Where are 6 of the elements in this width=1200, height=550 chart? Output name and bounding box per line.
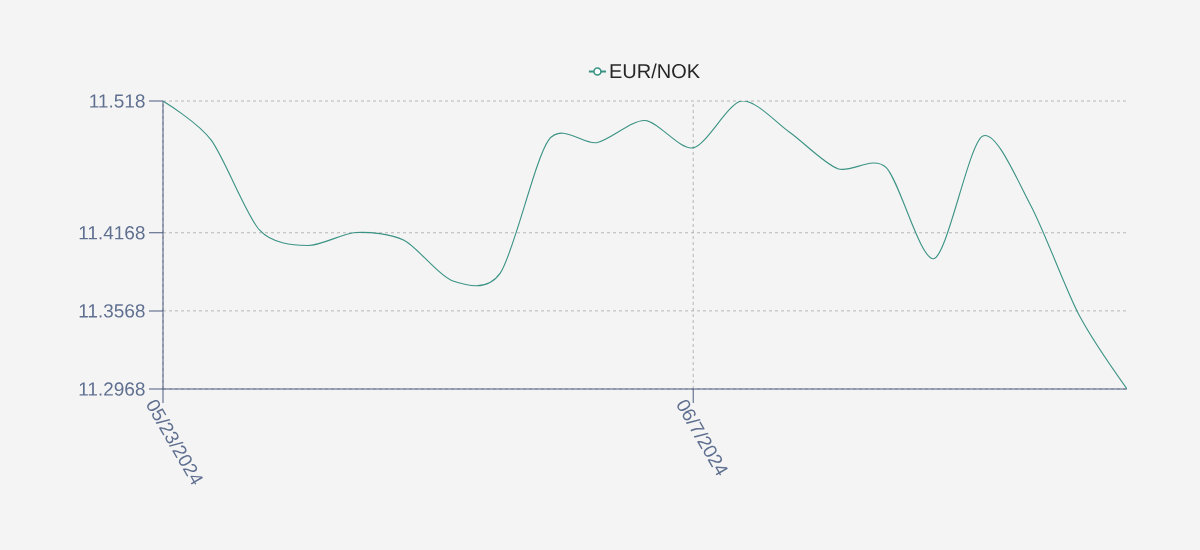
y-tick-label: 11.3568 [79, 304, 145, 318]
y-tick-label: 11.518 [90, 94, 145, 108]
y-tick-label: 11.4168 [79, 226, 145, 240]
line-series [163, 101, 1128, 389]
y-tick-label: 11.2968 [79, 382, 145, 396]
legend-label: EUR/NOK [610, 63, 700, 79]
